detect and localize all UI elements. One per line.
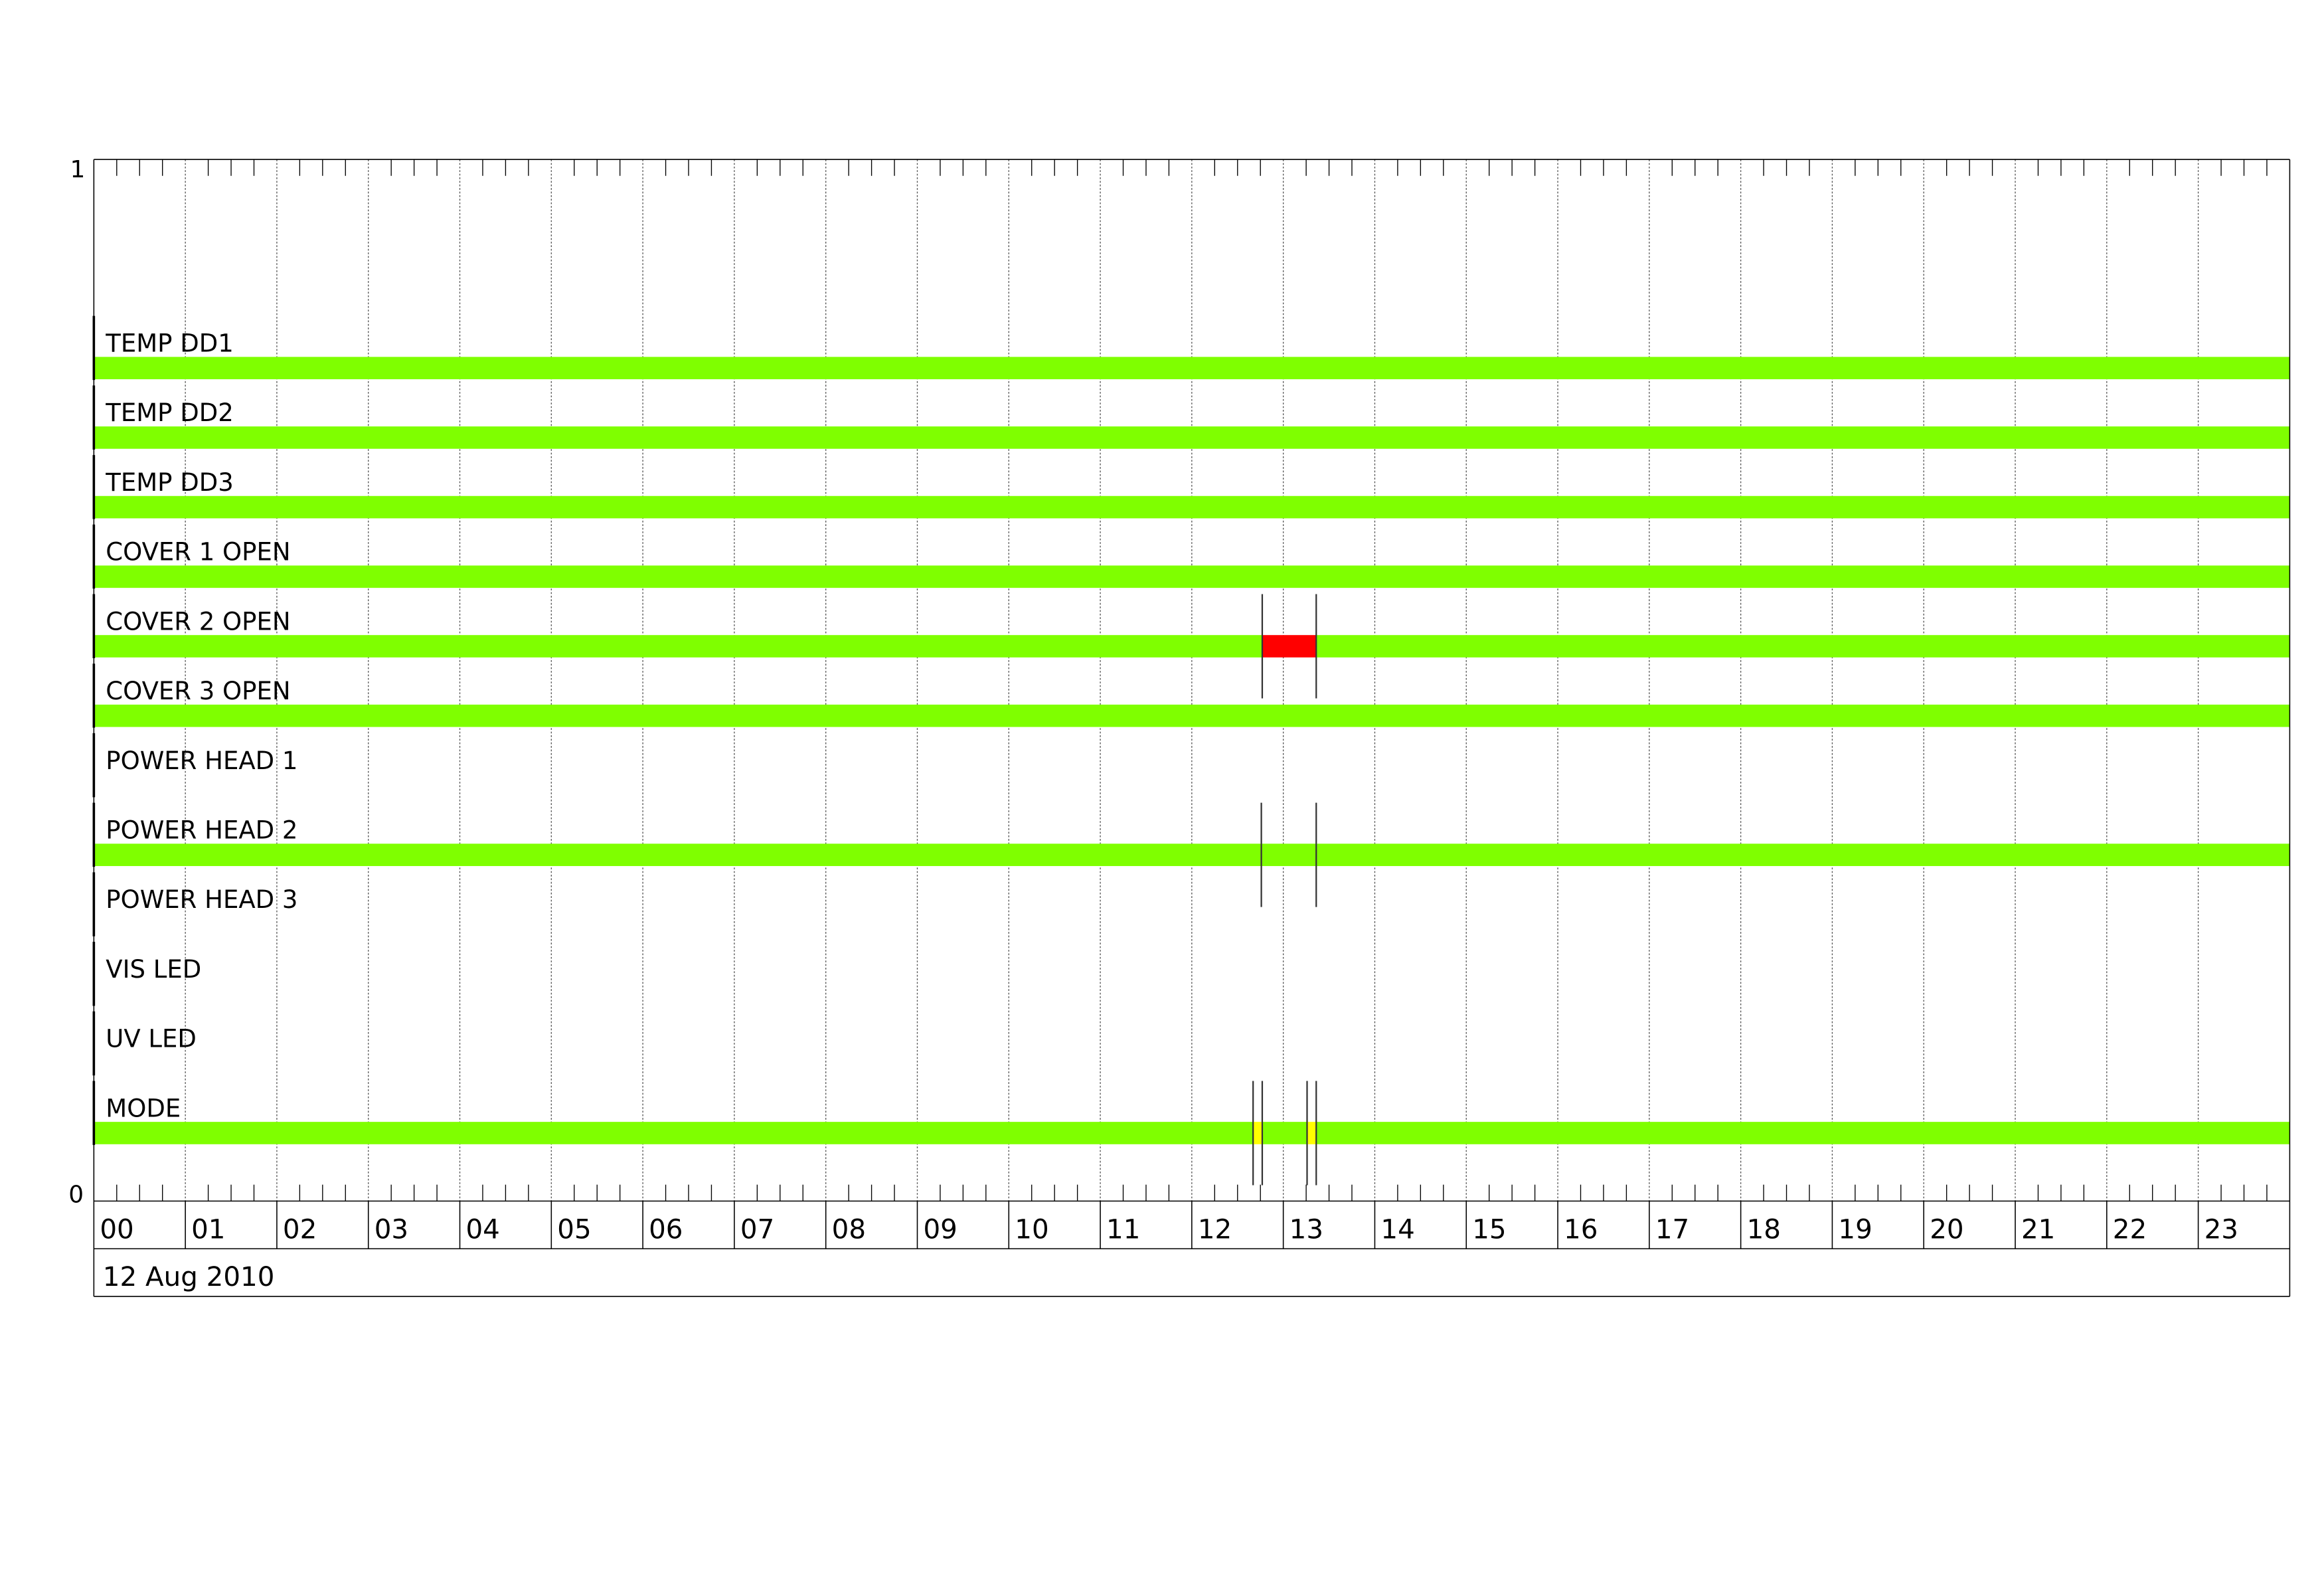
- x-tick-label: 17: [1655, 1213, 1689, 1245]
- x-tick-label: 11: [1106, 1213, 1140, 1245]
- row-label: POWER HEAD 3: [106, 885, 297, 914]
- status-segment-warning: [1253, 1122, 1262, 1144]
- y-bottom-label: 0: [68, 1182, 84, 1209]
- status-segment-ok: [94, 495, 2290, 519]
- status-segment-ok: [1262, 1122, 1307, 1144]
- x-tick-label: 22: [2113, 1213, 2147, 1245]
- row-label: MODE: [106, 1094, 181, 1122]
- x-tick-label: 00: [100, 1213, 133, 1245]
- x-tick-label: 06: [649, 1213, 683, 1245]
- row-label: VIS LED: [106, 955, 201, 984]
- x-tick-label: 05: [557, 1213, 591, 1245]
- row-label: COVER 2 OPEN: [106, 607, 290, 636]
- x-tick-label: 13: [1289, 1213, 1323, 1245]
- row-label: TEMP DD3: [105, 468, 233, 497]
- x-tick-label: 14: [1380, 1213, 1414, 1245]
- status-segment-warning: [1307, 1122, 1317, 1144]
- status-segment-ok: [94, 565, 2290, 588]
- status-segment-ok: [94, 1122, 1254, 1144]
- x-tick-label: 10: [1015, 1213, 1048, 1245]
- x-tick-label: 20: [1930, 1213, 1963, 1245]
- x-tick-label: 08: [832, 1213, 866, 1245]
- row-labels: TEMP DD1 TEMP DD2 TEMP DD3 COVER 1 OPEN COVE…: [92, 315, 297, 1145]
- y-top-label: 1: [70, 156, 85, 183]
- x-tick-label: 16: [1564, 1213, 1598, 1245]
- status-segment-ok: [94, 426, 2290, 449]
- grid-lines: [185, 159, 2199, 1201]
- axes: 1 0 12 Aug 2010 00 01 02 03 04 05 06 07 08 09 10 11…: [68, 156, 2291, 1297]
- status-segment-ok: [94, 357, 2290, 380]
- x-tick-label: 09: [923, 1213, 957, 1245]
- x-tick-label: 02: [283, 1213, 317, 1245]
- row-label: COVER 3 OPEN: [106, 677, 290, 705]
- row-label: POWER HEAD 1: [106, 747, 297, 775]
- x-tick-label: 18: [1747, 1213, 1781, 1245]
- row-label: COVER 1 OPEN: [106, 538, 290, 567]
- status-segment-ok: [1316, 1122, 2290, 1144]
- status-segment-ok: [1316, 635, 2290, 658]
- x-tick-label: 19: [1838, 1213, 1872, 1245]
- x-tick-label: 21: [2021, 1213, 2055, 1245]
- status-bars: [94, 357, 2290, 1186]
- x-tick-label: 15: [1472, 1213, 1506, 1245]
- status-segment-ok: [94, 843, 1262, 866]
- x-tick-label: 04: [465, 1213, 499, 1245]
- status-segment-ok: [1316, 843, 2290, 866]
- status-segment-alarm: [1262, 635, 1317, 658]
- status-segment-ok: [94, 635, 1262, 658]
- x-tick-label: 07: [740, 1213, 774, 1245]
- x-tick-label: 23: [2204, 1213, 2238, 1245]
- row-label: TEMP DD2: [105, 398, 233, 427]
- x-tick-label: 03: [374, 1213, 408, 1245]
- date-label: 12 Aug 2010: [103, 1261, 275, 1292]
- status-segment-ok: [94, 704, 2290, 727]
- row-label: UV LED: [106, 1025, 197, 1053]
- row-label: TEMP DD1: [105, 329, 233, 358]
- status-segment-ok: [1262, 843, 1317, 866]
- row-label: POWER HEAD 2: [106, 816, 297, 844]
- x-tick-label: 01: [191, 1213, 225, 1245]
- x-tick-label: 12: [1198, 1213, 1232, 1245]
